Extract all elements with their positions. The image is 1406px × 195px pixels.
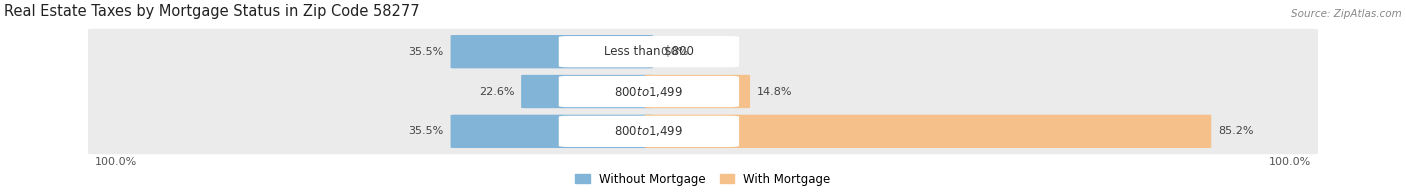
FancyBboxPatch shape [645,115,1211,148]
Text: $800 to $1,499: $800 to $1,499 [614,124,683,138]
Text: 100.0%: 100.0% [1268,157,1310,167]
FancyBboxPatch shape [558,76,740,107]
FancyBboxPatch shape [450,115,654,148]
Text: 100.0%: 100.0% [96,157,138,167]
FancyBboxPatch shape [558,36,740,67]
Text: 14.8%: 14.8% [756,87,793,97]
Text: Source: ZipAtlas.com: Source: ZipAtlas.com [1291,9,1402,19]
Legend: Without Mortgage, With Mortgage: Without Mortgage, With Mortgage [571,168,835,190]
Text: $800 to $1,499: $800 to $1,499 [614,84,683,98]
FancyBboxPatch shape [89,69,1317,114]
FancyBboxPatch shape [645,75,749,108]
Text: 35.5%: 35.5% [408,126,443,136]
FancyBboxPatch shape [450,35,654,68]
Text: 35.5%: 35.5% [408,47,443,57]
Text: 22.6%: 22.6% [478,87,515,97]
FancyBboxPatch shape [558,116,740,147]
Text: Less than $800: Less than $800 [605,45,693,58]
Text: 85.2%: 85.2% [1218,126,1254,136]
FancyBboxPatch shape [522,75,654,108]
Text: 0.0%: 0.0% [659,47,689,57]
FancyBboxPatch shape [89,29,1317,74]
FancyBboxPatch shape [89,108,1317,154]
Text: Real Estate Taxes by Mortgage Status in Zip Code 58277: Real Estate Taxes by Mortgage Status in … [4,4,420,19]
